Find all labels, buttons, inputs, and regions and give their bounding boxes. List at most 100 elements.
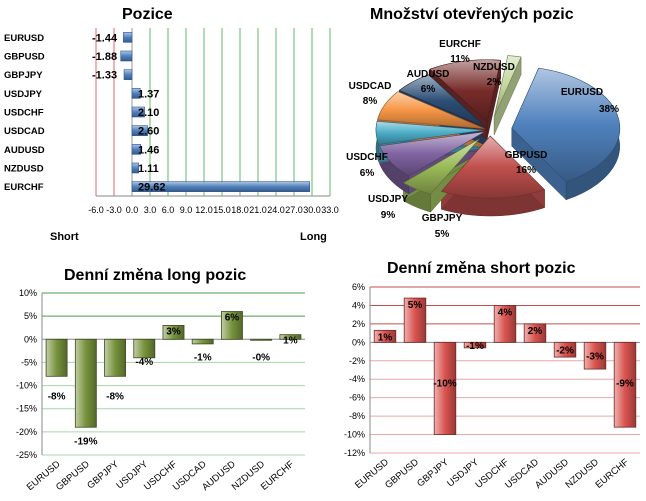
y-tick-label: -10% [344,430,365,440]
pie-slice [493,55,522,118]
bar [373,329,397,343]
data-label: 3% [166,326,181,337]
y-tick-label: -15% [16,404,37,414]
y-tick-label: -6% [349,393,365,403]
x-tick-label: 18.0 [231,205,249,215]
pie-slice-percent: 6% [421,84,436,95]
y-tick-label: -25% [16,450,37,460]
pie-slice-percent: 2% [487,77,502,88]
bar [250,338,273,341]
data-label: 29.62 [138,182,166,194]
long-change-chart-title: Denní změna long pozic [64,267,247,284]
data-label: -2% [556,346,574,357]
category-label: AUDUSD [4,145,45,156]
pie-slice-name: EURCHF [439,39,481,50]
category-label: USDJPY [4,89,43,100]
y-tick-label: 2% [352,319,365,329]
data-label: -19% [74,437,97,448]
pie-slice-name: USDCHF [346,152,388,163]
category-label: GBPJPY [4,70,43,81]
data-label: 6% [225,313,240,324]
positions-chart: -6.0 -3.0 0.0 3.0 6.0 9.0 12.0 15.0 18.0 21.0 24.0… [4,28,339,243]
pie-slice [377,91,485,129]
pie-slice-name: AUDUSD [407,69,450,80]
bar [104,338,126,377]
pie-slice [398,74,487,128]
x-tick-label: 3.0 [144,205,157,215]
pie-slice-percent: 16% [516,165,536,176]
positions-chart-title: Pozice [122,6,173,23]
y-tick-label: -10% [16,381,37,391]
y-tick-label: -4% [349,374,365,384]
bar [403,297,427,343]
y-tick-label: 4% [352,300,365,310]
data-label: 1.11 [138,163,159,175]
bar [131,106,145,118]
pie-slice-percent: 5% [435,229,450,240]
x-tick-label: 33.0 [321,205,339,215]
data-label: -1% [194,352,212,363]
data-label: 1.46 [138,144,159,156]
pie-slice-percent: 11% [450,54,470,65]
bar [120,50,133,62]
pie-slice-name: EURUSD [561,87,603,98]
x-tick-label: -6.0 [88,205,104,215]
bar [613,341,637,428]
y-tick-label: 6% [352,282,365,292]
bar [123,32,133,43]
data-label: 2.60 [138,126,159,138]
x-tick-label: 27.0 [285,205,303,215]
bar [131,144,142,155]
y-tick-label: 0% [352,337,365,347]
x-tick-label: 6.0 [162,205,175,215]
pie-slice [429,59,502,123]
x-tick-label: 24.0 [267,205,285,215]
short-change-chart-title: Denní změna short pozic [387,260,576,277]
data-label: 1% [378,332,393,343]
category-label: EURUSD [4,33,44,44]
category-label: GBPJPY [415,456,451,489]
short-label: Short [50,231,79,243]
x-tick-label: 12.0 [195,205,213,215]
x-tick-label: 21.0 [249,205,267,215]
data-label: -1% [466,341,484,352]
data-label: -8% [48,391,66,402]
y-tick-label: 5% [24,311,37,321]
pie-slice [511,67,621,183]
category-label: USDCHF [4,108,44,119]
bar [123,69,133,80]
bar [191,338,214,345]
data-label: 2.10 [138,107,159,119]
bar [131,125,148,136]
open-positions-pie-panel: Množství otevřených pozic EURUSD 38% GBPUS… [330,0,646,250]
bar [463,341,487,349]
bar [279,334,302,340]
data-label: 5% [408,300,423,311]
x-tick-label: 9.0 [180,205,193,215]
long-change-chart-panel: Denní změna long pozic -25% -20% -15% -10% -… [0,255,320,501]
data-label: 2% [528,326,543,337]
data-label: 1% [283,336,298,347]
bar [433,341,457,435]
bar [553,341,577,358]
category-label: EURCHF [594,457,632,491]
bar [131,181,311,192]
pie-slice [440,135,546,199]
pie-slice-name: NZDUSD [473,62,515,73]
pie-slice [402,138,480,195]
pie-slice [379,131,485,177]
data-label: -1.88 [92,51,117,63]
category-label: GBPJPY [85,458,121,491]
category-label: USDCAD [4,126,45,137]
x-tick-label: 30.0 [303,205,321,215]
data-label: -8% [106,391,124,402]
y-tick-label: -8% [349,411,365,421]
category-label: EURCHF [4,182,44,193]
data-label: 1.37 [138,88,159,100]
category-label: EURCHF [259,459,297,493]
y-tick-label: -2% [349,356,365,366]
y-tick-label: -20% [16,427,37,437]
pie-slice-name: USDJPY [368,194,408,205]
category-label: GBPUSD [383,457,421,491]
pie-slice [375,121,485,145]
